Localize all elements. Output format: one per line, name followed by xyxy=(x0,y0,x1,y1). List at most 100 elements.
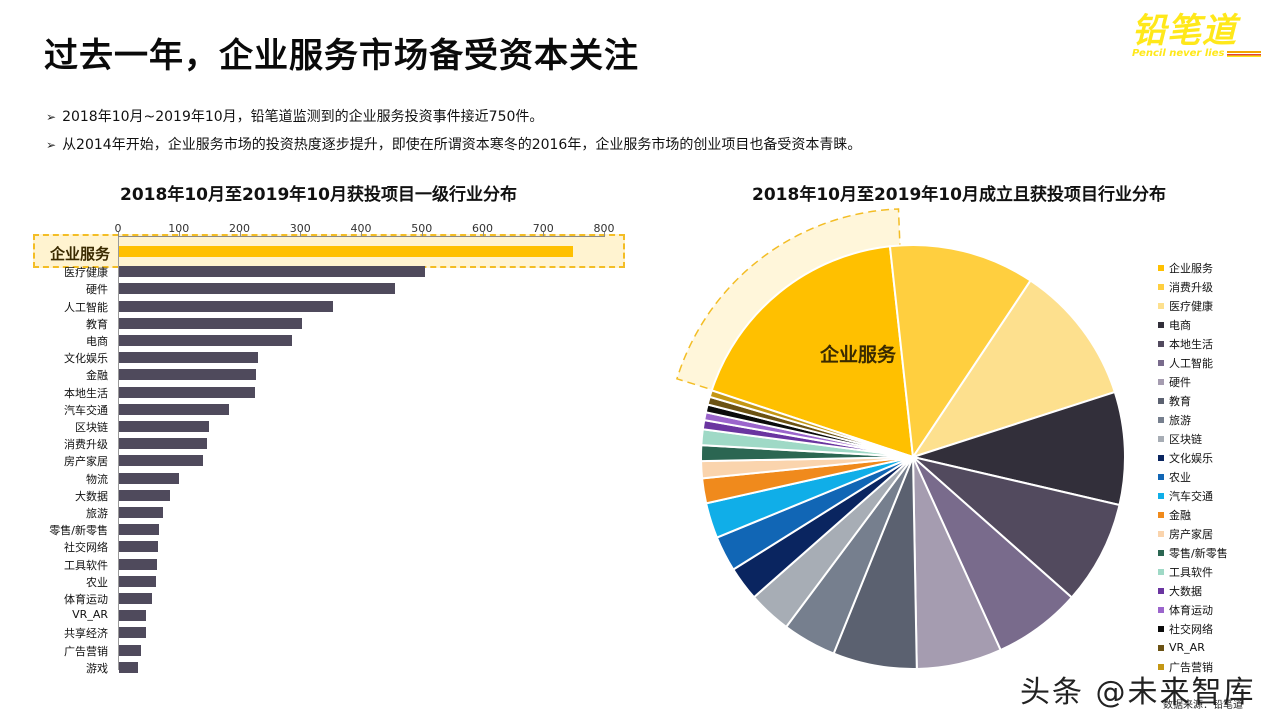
pie-slice xyxy=(912,456,1121,599)
legend-label: 农业 xyxy=(1169,470,1191,484)
legend-label: 文化娱乐 xyxy=(1169,451,1213,465)
arrow-bullet-icon: ➢ xyxy=(46,110,57,124)
pie-slice xyxy=(909,390,1126,507)
legend-label: 零售/新零售 xyxy=(1169,546,1228,560)
bar xyxy=(119,403,229,415)
legend-label: 硬件 xyxy=(1169,375,1191,389)
legend-swatch-icon xyxy=(1158,492,1164,499)
legend-label: 汽车交通 xyxy=(1169,489,1213,503)
legend-swatch-icon xyxy=(1158,606,1164,613)
category-label: 本地生活 xyxy=(64,386,108,400)
bar xyxy=(119,300,334,312)
legend-label: 广告营销 xyxy=(1169,660,1213,674)
legend-label: 工具软件 xyxy=(1169,565,1213,579)
pie-slice xyxy=(910,279,1117,459)
category-label: 人工智能 xyxy=(64,300,108,314)
legend-item: 企业服务 xyxy=(1158,258,1228,277)
category-label: 教育 xyxy=(86,317,108,331)
legend-item: VR_AR xyxy=(1158,638,1228,657)
bullet-list: ➢ 2018年10月~2019年10月，铅笔道监测到的企业服务投资事件接近750… xyxy=(46,103,861,159)
bar xyxy=(119,421,209,432)
category-label: 旅游 xyxy=(86,507,108,520)
x-tick-label: 300 xyxy=(289,222,311,235)
x-tick xyxy=(543,232,545,237)
arrow-bullet-icon: ➢ xyxy=(46,138,57,152)
bullet-item: ➢ 从2014年开始，企业服务市场的投资热度逐步提升，即使在所谓资本寒冬的201… xyxy=(46,131,861,159)
legend-swatch-icon xyxy=(1158,454,1164,461)
category-label: VR_AR xyxy=(72,608,108,622)
legend-item: 零售/新零售 xyxy=(1158,543,1228,562)
legend-item: 硬件 xyxy=(1158,372,1228,391)
x-tick-label: 500 xyxy=(411,222,433,235)
logo-tagline: Pencil never lies xyxy=(1132,48,1272,59)
category-label: 企业服务 xyxy=(49,245,110,263)
legend-label: 金融 xyxy=(1169,508,1191,522)
bar xyxy=(119,266,426,278)
bar-chart: 0 100 200 300 400 500 600 700 800 企业服务 医疗健康 硬件 人工智能教… xyxy=(0,210,660,680)
legend-swatch-icon xyxy=(1158,321,1164,328)
bar xyxy=(119,386,256,398)
category-label: 共享经济 xyxy=(64,627,108,641)
legend-item: 房产家居 xyxy=(1158,524,1228,543)
legend-label: 旅游 xyxy=(1169,413,1191,427)
legend-swatch-icon xyxy=(1158,340,1164,347)
legend-item: 大数据 xyxy=(1158,581,1228,600)
legend-item: 广告营销 xyxy=(1158,657,1228,676)
category-label: 大数据 xyxy=(75,489,108,503)
legend-item: 体育运动 xyxy=(1158,600,1228,619)
pie-slice xyxy=(708,389,914,458)
legend-swatch-icon xyxy=(1158,530,1164,537)
legend-item: 人工智能 xyxy=(1158,353,1228,372)
legend-swatch-icon xyxy=(1158,435,1164,442)
x-tick-label: 100 xyxy=(168,222,190,235)
legend-item: 汽车交通 xyxy=(1158,486,1228,505)
bar-highlighted xyxy=(119,246,573,257)
bar xyxy=(119,610,146,622)
legend-label: 区块链 xyxy=(1169,432,1202,446)
x-tick xyxy=(300,232,302,237)
legend-label: 消费升级 xyxy=(1169,280,1213,294)
watermark: 头条 @未来智库 xyxy=(1020,675,1256,710)
x-tick xyxy=(361,232,362,237)
legend-swatch-icon xyxy=(1158,644,1164,651)
legend-swatch-icon xyxy=(1158,663,1164,670)
pie-chart-title: 2018年10月至2019年10月成立且获投项目行业分布 xyxy=(752,185,1166,205)
legend-swatch-icon xyxy=(1158,302,1164,309)
category-label: 零售/新零售 xyxy=(49,524,108,538)
legend-label: 本地生活 xyxy=(1169,337,1213,351)
legend-item: 农业 xyxy=(1158,467,1228,486)
category-label: 工具软件 xyxy=(64,558,108,572)
bar xyxy=(119,369,257,381)
legend-swatch-icon xyxy=(1158,473,1164,480)
bar xyxy=(119,507,163,518)
legend-label: 体育运动 xyxy=(1169,603,1213,617)
legend-swatch-icon xyxy=(1158,397,1164,404)
bullet-item: ➢ 2018年10月~2019年10月，铅笔道监测到的企业服务投资事件接近750… xyxy=(46,103,861,131)
category-label: 物流 xyxy=(86,472,108,486)
legend-label: 教育 xyxy=(1169,394,1191,408)
x-tick xyxy=(239,232,241,237)
category-label: 农业 xyxy=(86,575,108,589)
brand-logo: 铅笔道 Pencil never lies xyxy=(1132,12,1272,64)
legend-label: 电商 xyxy=(1169,318,1191,332)
y-axis-line xyxy=(118,236,119,670)
legend-label: VR_AR xyxy=(1169,641,1205,654)
category-label: 消费升级 xyxy=(64,438,108,452)
bullet-text: 从2014年开始，企业服务市场的投资热度逐步提升，即使在所谓资本寒冬的2016年… xyxy=(62,137,862,153)
bar xyxy=(119,661,138,673)
legend-swatch-icon xyxy=(1158,416,1164,423)
x-tick-label: 400 xyxy=(350,222,372,235)
legend-item: 医疗健康 xyxy=(1158,296,1228,315)
legend-swatch-icon xyxy=(1158,378,1164,385)
legend-swatch-icon xyxy=(1158,359,1164,366)
legend-label: 房产家居 xyxy=(1169,527,1213,541)
category-label: 文化娱乐 xyxy=(64,352,108,366)
category-label: 游戏 xyxy=(86,661,108,675)
legend-item: 工具软件 xyxy=(1158,562,1228,581)
pie-slice xyxy=(888,244,1032,460)
category-label: 广告营销 xyxy=(64,644,108,658)
legend-item: 社交网络 xyxy=(1158,619,1228,638)
legend-label: 医疗健康 xyxy=(1169,299,1213,313)
bar xyxy=(119,455,204,467)
legend-item: 旅游 xyxy=(1158,410,1228,429)
